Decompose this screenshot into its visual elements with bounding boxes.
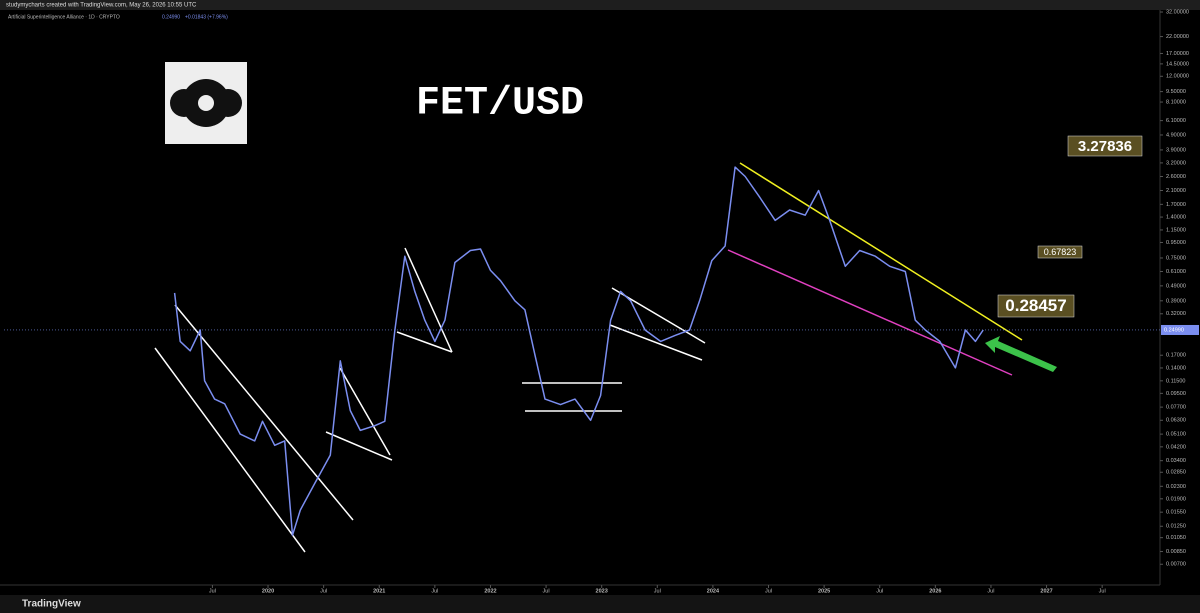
x-tick-label: 2024	[707, 588, 720, 594]
y-tick-label: 1.15000	[1166, 227, 1186, 233]
trendlines	[154, 247, 706, 553]
y-tick-label: 0.03400	[1166, 458, 1186, 464]
x-tick-label: Jul	[1099, 588, 1106, 594]
y-tick-label: 1.40000	[1166, 215, 1186, 221]
y-tick-label: 0.75000	[1166, 255, 1186, 261]
x-tick-label: Jul	[876, 588, 883, 594]
y-tick-label: 0.00850	[1166, 549, 1186, 555]
arrow	[985, 336, 1057, 372]
footer-brand: TradingView	[22, 599, 81, 610]
y-tick-label: 0.00700	[1166, 562, 1186, 568]
annotation: 0.67823	[1044, 247, 1077, 257]
y-tick-label: 4.90000	[1166, 132, 1186, 138]
x-tick-label: Jul	[431, 588, 438, 594]
y-tick-label: 0.39000	[1166, 298, 1186, 304]
x-tick-label: 2022	[484, 588, 496, 594]
y-tick-label: 0.04200	[1166, 444, 1186, 450]
y-tick-label: 0.61000	[1166, 269, 1186, 275]
y-tick-label: 2.10000	[1166, 188, 1186, 194]
y-tick-label: 0.09500	[1166, 391, 1186, 397]
trendline	[727, 249, 1013, 376]
y-tick-label: 0.02850	[1166, 470, 1186, 476]
x-tick-label: Jul	[543, 588, 550, 594]
y-tick-label: 0.06300	[1166, 418, 1186, 424]
y-tick-label: 17.00000	[1166, 51, 1189, 57]
annotation-box	[1037, 245, 1083, 259]
y-tick-label: 14.50000	[1166, 61, 1189, 67]
y-tick-label: 22.00000	[1166, 34, 1189, 40]
x-tick-label: 2026	[929, 588, 941, 594]
x-tick-label: 2023	[596, 588, 608, 594]
y-tick-label: 0.49000	[1166, 283, 1186, 289]
y-tick-label: 0.32000	[1166, 311, 1186, 317]
y-tick-label: 0.07700	[1166, 405, 1186, 411]
footer-bar	[0, 595, 1200, 613]
legend-symbol: Artificial Superintelligence Alliance · …	[8, 14, 120, 20]
y-tick-label: 0.02300	[1166, 484, 1186, 490]
x-tick-label: 2025	[818, 588, 830, 594]
x-tick-label: 2020	[262, 588, 274, 594]
chart-title: FET/USD	[416, 82, 584, 127]
x-tick-label: 2021	[373, 588, 385, 594]
x-tick-label: Jul	[987, 588, 994, 594]
header-bar	[0, 0, 1200, 10]
y-tick-label: 3.20000	[1166, 160, 1186, 166]
y-tick-label: 0.17000	[1166, 353, 1186, 359]
trendline	[739, 162, 1023, 341]
logo	[165, 62, 247, 144]
y-tick-label: 1.70000	[1166, 202, 1186, 208]
y-tick-label: 3.90000	[1166, 147, 1186, 153]
annotation: 3.27836	[1078, 138, 1132, 155]
x-tick-label: Jul	[209, 588, 216, 594]
y-tick-label: 0.01550	[1166, 510, 1186, 516]
y-tick-label: 0.01250	[1166, 524, 1186, 530]
price-line-series	[173, 166, 984, 536]
y-tick-label: 0.14000	[1166, 365, 1186, 371]
plot: 32.00000 22.00000 17.00000 14.50000 12.00000…	[4, 9, 1199, 594]
x-tick-label: 2027	[1040, 588, 1052, 594]
y-tick-label: 0.11500	[1166, 378, 1185, 384]
x-tick-label: Jul	[320, 588, 327, 594]
y-tick-label: 0.05100	[1166, 432, 1186, 438]
price-tag-label: 0.24990	[1164, 327, 1184, 333]
y-tick-label: 0.95000	[1166, 240, 1186, 246]
annotation: 0.28457	[1005, 296, 1066, 315]
y-tick-label: 32.00000	[1166, 9, 1189, 15]
price-tag	[1161, 324, 1199, 335]
y-tick-label: 0.01050	[1166, 535, 1186, 541]
x-tick-label: Jul	[765, 588, 772, 594]
x-tick-label: Jul	[654, 588, 661, 594]
y-tick-label: 6.10000	[1166, 118, 1186, 124]
legend-last: 0.24990	[162, 14, 180, 20]
y-tick-label: 0.01900	[1166, 496, 1186, 502]
header-text: studymycharts created with TradingView.c…	[6, 3, 197, 9]
y-tick-label: 8.10000	[1166, 99, 1186, 105]
y-tick-label: 2.60000	[1166, 174, 1186, 180]
y-tick-label: 9.50000	[1166, 89, 1186, 95]
legend-change: +0.01843 (+7.96%)	[185, 14, 228, 20]
annotation-box	[1067, 135, 1143, 157]
annotation-box	[997, 294, 1075, 318]
y-tick-label: 12.00000	[1166, 74, 1189, 80]
